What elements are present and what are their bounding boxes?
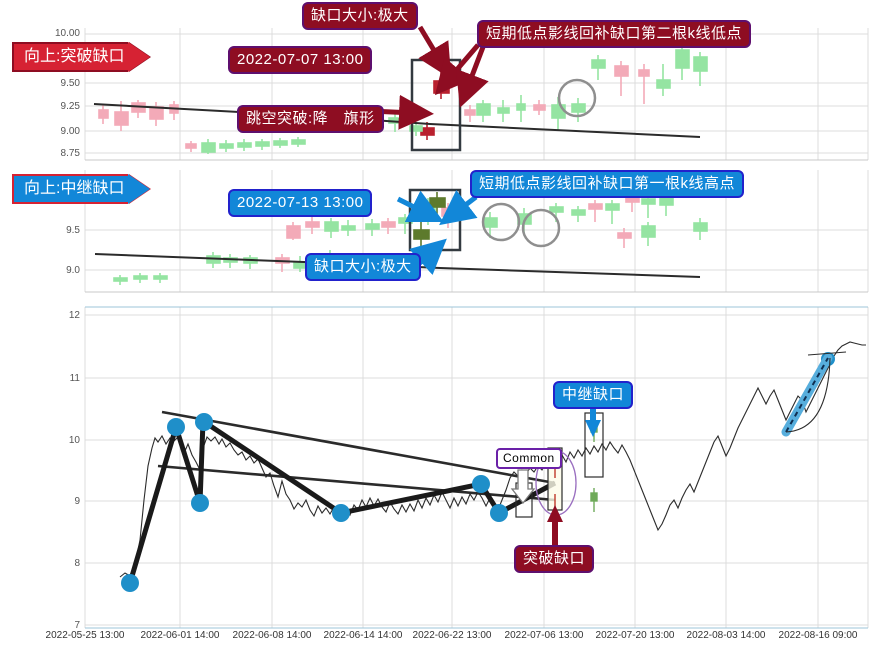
label-date-top[interactable]: 2022-07-07 13:00	[228, 46, 373, 74]
label-continuation-gap-bottom[interactable]: 中继缺口	[553, 381, 634, 409]
bottom-ytick-4: 8	[74, 558, 80, 569]
bottom-ytick-1: 11	[69, 373, 80, 384]
top-annotation-arrows	[369, 25, 489, 130]
xtick-7: 2022-08-03 14:00	[686, 630, 766, 641]
xtick-5: 2022-07-06 13:00	[504, 630, 584, 641]
banner-breakout-gap[interactable]: 向上:突破缺口	[12, 42, 151, 72]
common-pointer-arrow	[510, 469, 536, 505]
label-gap-size-middle[interactable]: 缺口大小:极大	[305, 253, 421, 281]
bottom-ytick-2: 10	[68, 435, 80, 446]
label-date-middle[interactable]: 2022-07-13 13:00	[228, 189, 373, 217]
top-ytick-4: 8.75	[60, 148, 80, 159]
bottom-ytick-0: 12	[68, 310, 80, 321]
label-gap-size-top[interactable]: 缺口大小:极大	[302, 2, 418, 30]
middle-marker-circle-1	[481, 202, 521, 242]
bottom-rally-highlight	[781, 351, 847, 437]
label-shadow-fill-second[interactable]: 短期低点影线回补缺口第二根k线低点	[477, 20, 752, 48]
top-ytick-2: 9.25	[60, 101, 80, 112]
top-panel-candles	[98, 45, 708, 154]
continuation-arrow	[585, 406, 601, 437]
xtick-1: 2022-06-01 14:00	[140, 630, 220, 641]
top-ytick-3: 9.00	[60, 126, 80, 137]
top-marker-circle	[557, 78, 597, 118]
middle-ytick-0: 9.5	[66, 225, 80, 236]
banner-arrow-head-icon	[128, 174, 151, 204]
banner-continuation-gap[interactable]: 向上:中继缺口	[12, 174, 151, 204]
bottom-ytick-5: 7	[74, 620, 80, 631]
middle-panel-grid	[84, 170, 869, 293]
bottom-price-line	[119, 341, 866, 578]
breakout-arrow	[547, 505, 563, 545]
xtick-2: 2022-06-08 14:00	[232, 630, 312, 641]
top-ytick-1: 9.50	[60, 78, 80, 89]
label-common[interactable]: Common	[496, 448, 562, 469]
middle-panel-candles	[113, 192, 708, 285]
xtick-8: 2022-08-16 09:00	[778, 630, 858, 641]
banner-breakout-gap-label: 向上:突破缺口	[12, 42, 129, 72]
banner-arrow-head-icon	[128, 42, 151, 72]
label-breakout-gap-bottom[interactable]: 突破缺口	[514, 545, 595, 573]
middle-ytick-1: 9.0	[66, 265, 80, 276]
xtick-3: 2022-06-14 14:00	[323, 630, 403, 641]
label-breakout-pattern[interactable]: 跳空突破:降 旗形	[237, 105, 384, 133]
xtick-0: 2022-05-25 13:00	[45, 630, 125, 641]
middle-marker-circle-2	[521, 208, 561, 248]
bottom-pivot-markers	[121, 352, 835, 592]
top-ytick-0: 10.00	[54, 28, 80, 39]
bottom-panel-grid	[84, 306, 869, 629]
xtick-4: 2022-06-22 13:00	[412, 630, 492, 641]
bottom-ytick-3: 9	[74, 496, 80, 507]
xtick-6: 2022-07-20 13:00	[595, 630, 675, 641]
label-shadow-fill-first[interactable]: 短期低点影线回补缺口第一根k线高点	[470, 170, 745, 198]
banner-continuation-gap-label: 向上:中继缺口	[12, 174, 129, 204]
